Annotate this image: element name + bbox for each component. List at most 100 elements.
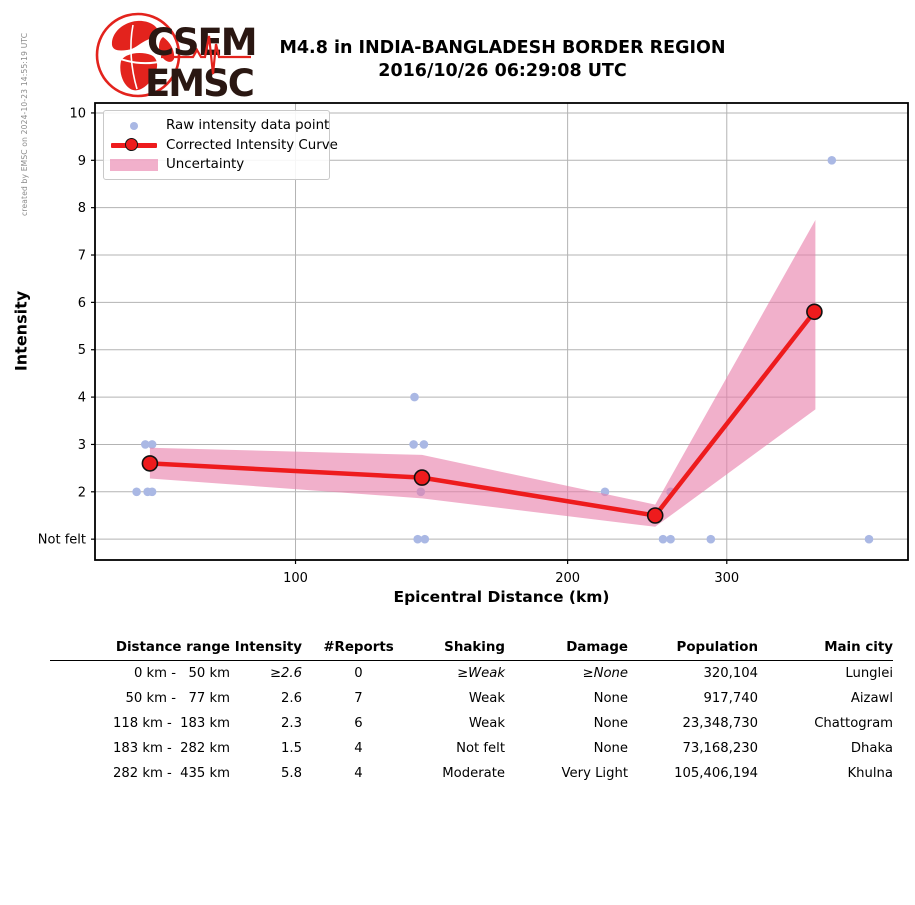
raw-intensity-point [666,534,675,544]
seismogram-icon [161,35,251,75]
raw-intensity-point [666,487,675,497]
column-header: Population [628,640,758,661]
raw-intensity-point [658,534,668,544]
table-cell: None [593,716,628,731]
corrected-intensity-marker [413,469,431,486]
event-datetime: 2016/10/26 06:29:08 UTC [378,60,627,81]
table-cell: Lunglei [845,666,893,681]
legend-item-raw: Raw intensity data point [108,116,329,136]
table-cell: Dhaka [850,741,893,756]
column-header: Main city [758,640,893,661]
raw-intensity-point [143,487,152,497]
uncertainty-band [149,220,816,527]
logo-emsc: EMSC [145,62,253,105]
raw-intensity-point [132,487,141,497]
raw-intensity-point [147,487,157,497]
column-header: Intensity [230,640,302,661]
table-cell: 4 [354,766,363,781]
x-tick-label: 100 [283,571,308,586]
table-cell: 4 [354,741,363,756]
table-cell: Aizawl [850,691,893,706]
column-header: Damage [505,640,628,661]
chart-title: M4.8 in INDIA-BANGLADESH BORDER REGION 2… [95,37,910,82]
table-cell: 105,406,194 [674,766,758,781]
table-cell: 5.8 [281,766,302,781]
table-cell: None [593,691,628,706]
raw-intensity-point [706,534,716,544]
raw-intensity-point [410,392,419,402]
uncertainty-swatch [108,158,160,171]
table-row: 0 km - 50 km ≥2.6 0 ≥Weak ≥None 320,104 Lungle… [50,661,893,687]
globe-icon [95,12,181,98]
y-tick-label: Not felt [38,533,86,548]
y-tick-label: 9 [78,154,86,169]
credit-text: created by EMSC on 2024-10-23 14:55:19 U… [20,32,29,216]
y-axis-label: Intensity [11,290,31,372]
raw-intensity-point [416,487,426,497]
column-header: Distance range [50,640,230,661]
y-tick-label: 8 [78,201,86,216]
raw-intensity-point [420,534,430,544]
table-cell: 282 km - 435 km [112,766,230,781]
table-cell: ≥Weak [457,666,505,681]
table-cell: 2.3 [281,716,302,731]
table-cell: None [593,741,628,756]
table-cell: 23,348,730 [682,716,758,731]
y-tick-label: 3 [78,438,86,453]
table-row: 183 km - 282 km 1.5 4 Not felt None 73,168,23… [50,736,893,761]
y-tick-label: 10 [69,106,86,121]
column-header: Shaking [415,640,505,661]
table-cell: ≥None [582,666,628,681]
table-cell: 320,104 [703,666,758,681]
table-cell: Very Light [561,766,628,781]
table-cell: 1.5 [281,741,302,756]
table-row: 282 km - 435 km 5.8 4 Moderate Very Light 105… [50,761,893,786]
y-tick-label: 6 [78,296,86,311]
raw-intensity-point [147,440,157,449]
raw-intensity-point [413,534,423,544]
x-tick-label: 200 [555,571,580,586]
corrected-intensity-marker [141,455,159,472]
emsc-logo: CSEM EMSC [95,12,258,105]
legend-item-uncertainty: Uncertainty [108,155,329,175]
legend-label: Uncertainty [166,157,245,173]
y-tick-label: 5 [78,343,86,358]
x-tick-label: 300 [714,571,739,586]
table-cell: Not felt [456,741,505,756]
x-axis-label: Epicentral Distance (km) [393,588,610,606]
y-tick-label: 4 [78,391,86,406]
table-cell: Khulna [847,766,893,781]
table-cell: Weak [468,691,505,706]
table-row: 50 km - 77 km 2.6 7 Weak None 917,740 Aizawl [50,686,893,711]
table-cell: Chattogram [814,716,893,731]
raw-intensity-point [409,440,418,449]
table-header-row: Distance range Intensity #Reports Shaking Da… [50,640,893,661]
corrected-intensity-marker [806,303,823,321]
legend: Raw intensity data point Corrected Inten… [103,110,338,180]
table-cell: 6 [354,716,363,731]
corrected-intensity-curve [149,310,817,518]
y-tick-label: 2 [78,485,86,500]
table-cell: ≥2.6 [269,666,302,681]
raw-intensity-point [419,440,429,449]
raw-intensity-point [864,534,874,544]
table-cell: 118 km - 183 km [112,716,230,731]
table-cell: 2.6 [281,691,302,706]
legend-label: Corrected Intensity Curve [166,137,338,153]
table-cell: Moderate [442,766,505,781]
table-cell: 917,740 [703,691,758,706]
table-cell: 73,168,230 [682,741,758,756]
raw-point-swatch [108,121,160,130]
intensity-table: Distance range Intensity #Reports Shaking Da… [50,640,893,786]
curve-swatch [108,138,160,152]
y-tick-label: 7 [78,249,86,264]
corrected-intensity-marker [646,507,664,524]
event-title: M4.8 in INDIA-BANGLADESH BORDER REGION [279,38,726,58]
table-row: 118 km - 183 km 2.3 6 Weak None 23,348,730 Cha… [50,711,893,736]
table-cell: 0 km - 50 km [133,666,230,681]
column-header: #Reports [302,640,415,661]
table-cell: 7 [354,691,363,706]
table-cell: Weak [468,716,505,731]
table-cell: 50 km - 77 km [125,691,230,706]
